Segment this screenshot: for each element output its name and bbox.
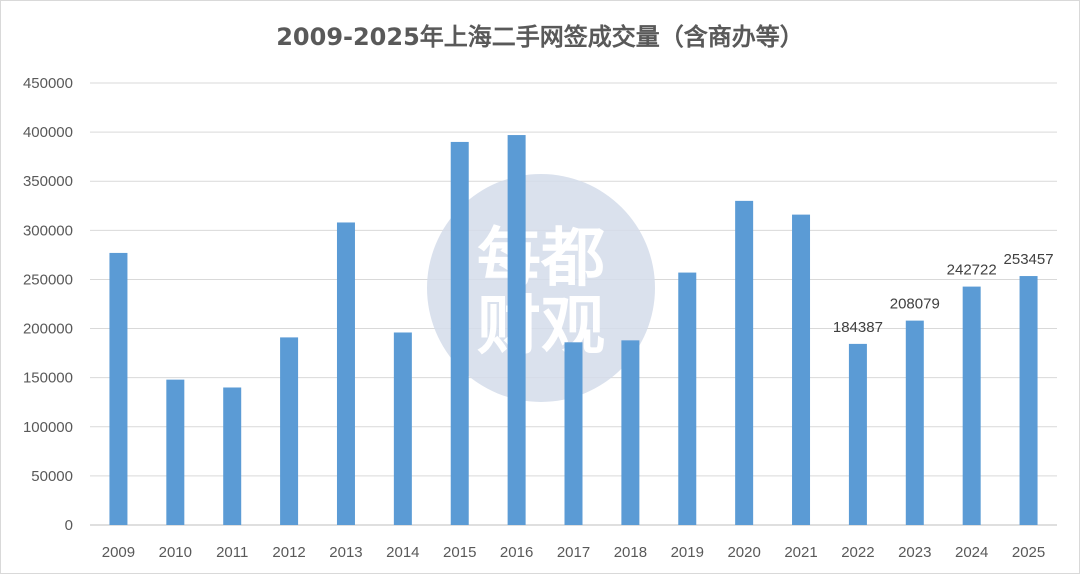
y-tick-label: 400000: [23, 124, 73, 141]
x-tick-label: 2022: [841, 544, 874, 561]
y-axis-ticks: 0 50000 100000 150000 200000 250000 300000 3500…: [23, 75, 73, 534]
data-label-2024: 242722: [947, 262, 997, 279]
x-tick-label: 2018: [614, 544, 647, 561]
x-tick-label: 2010: [159, 544, 192, 561]
x-tick-label: 2013: [329, 544, 362, 561]
bar-2013: [336, 222, 355, 525]
chart-title: 2009-2025年上海二手网签成交量（含商办等）: [276, 23, 804, 51]
x-tick-label: 2016: [500, 544, 533, 561]
y-tick-label: 250000: [23, 271, 73, 288]
bar-2015: [450, 141, 469, 525]
x-tick-label: 2014: [386, 544, 419, 561]
y-tick-label: 450000: [23, 75, 73, 92]
y-tick-label: 200000: [23, 321, 73, 338]
bar-2017: [564, 342, 583, 525]
bar-2022: [848, 343, 867, 525]
bar-2018: [621, 340, 640, 525]
y-tick-label: 100000: [23, 419, 73, 436]
bar-2009: [109, 252, 128, 525]
x-tick-label: 2025: [1012, 544, 1045, 561]
x-tick-label: 2020: [727, 544, 760, 561]
y-tick-label: 50000: [31, 468, 73, 485]
bar-2011: [223, 387, 242, 525]
x-tick-label: 2023: [898, 544, 931, 561]
data-label-2023: 208079: [890, 296, 940, 313]
x-tick-label: 2009: [102, 544, 135, 561]
x-tick-label: 2024: [955, 544, 988, 561]
y-tick-label: 0: [65, 517, 73, 534]
bars: [109, 135, 1038, 525]
bar-2023: [905, 320, 924, 525]
x-axis-ticks: 2009 2010 2011 2012 2013 2014 2015 2016 2017 2018…: [102, 544, 1045, 561]
data-labels: 184387 208079 242722 253457: [833, 251, 1054, 336]
bar-2016: [507, 135, 526, 525]
x-tick-label: 2017: [557, 544, 590, 561]
y-tick-label: 150000: [23, 370, 73, 387]
x-tick-label: 2015: [443, 544, 476, 561]
bar-2025: [1019, 276, 1038, 525]
bar-2019: [678, 272, 697, 525]
y-tick-label: 300000: [23, 222, 73, 239]
bar-2024: [962, 286, 981, 525]
watermark-text-bottom: 财观: [477, 290, 605, 364]
x-tick-label: 2011: [216, 544, 248, 561]
bar-2021: [792, 214, 811, 525]
x-tick-label: 2021: [784, 544, 817, 561]
data-label-2022: 184387: [833, 319, 883, 336]
bar-2010: [166, 379, 185, 525]
watermark-circle: [427, 174, 655, 402]
watermark-text-top: 每都: [477, 222, 605, 296]
x-tick-label: 2012: [272, 544, 305, 561]
bar-2012: [280, 337, 299, 525]
bar-2020: [735, 200, 754, 525]
data-label-2025: 253457: [1004, 251, 1054, 268]
x-tick-label: 2019: [671, 544, 704, 561]
bar-2014: [393, 332, 412, 525]
y-tick-label: 350000: [23, 173, 73, 190]
